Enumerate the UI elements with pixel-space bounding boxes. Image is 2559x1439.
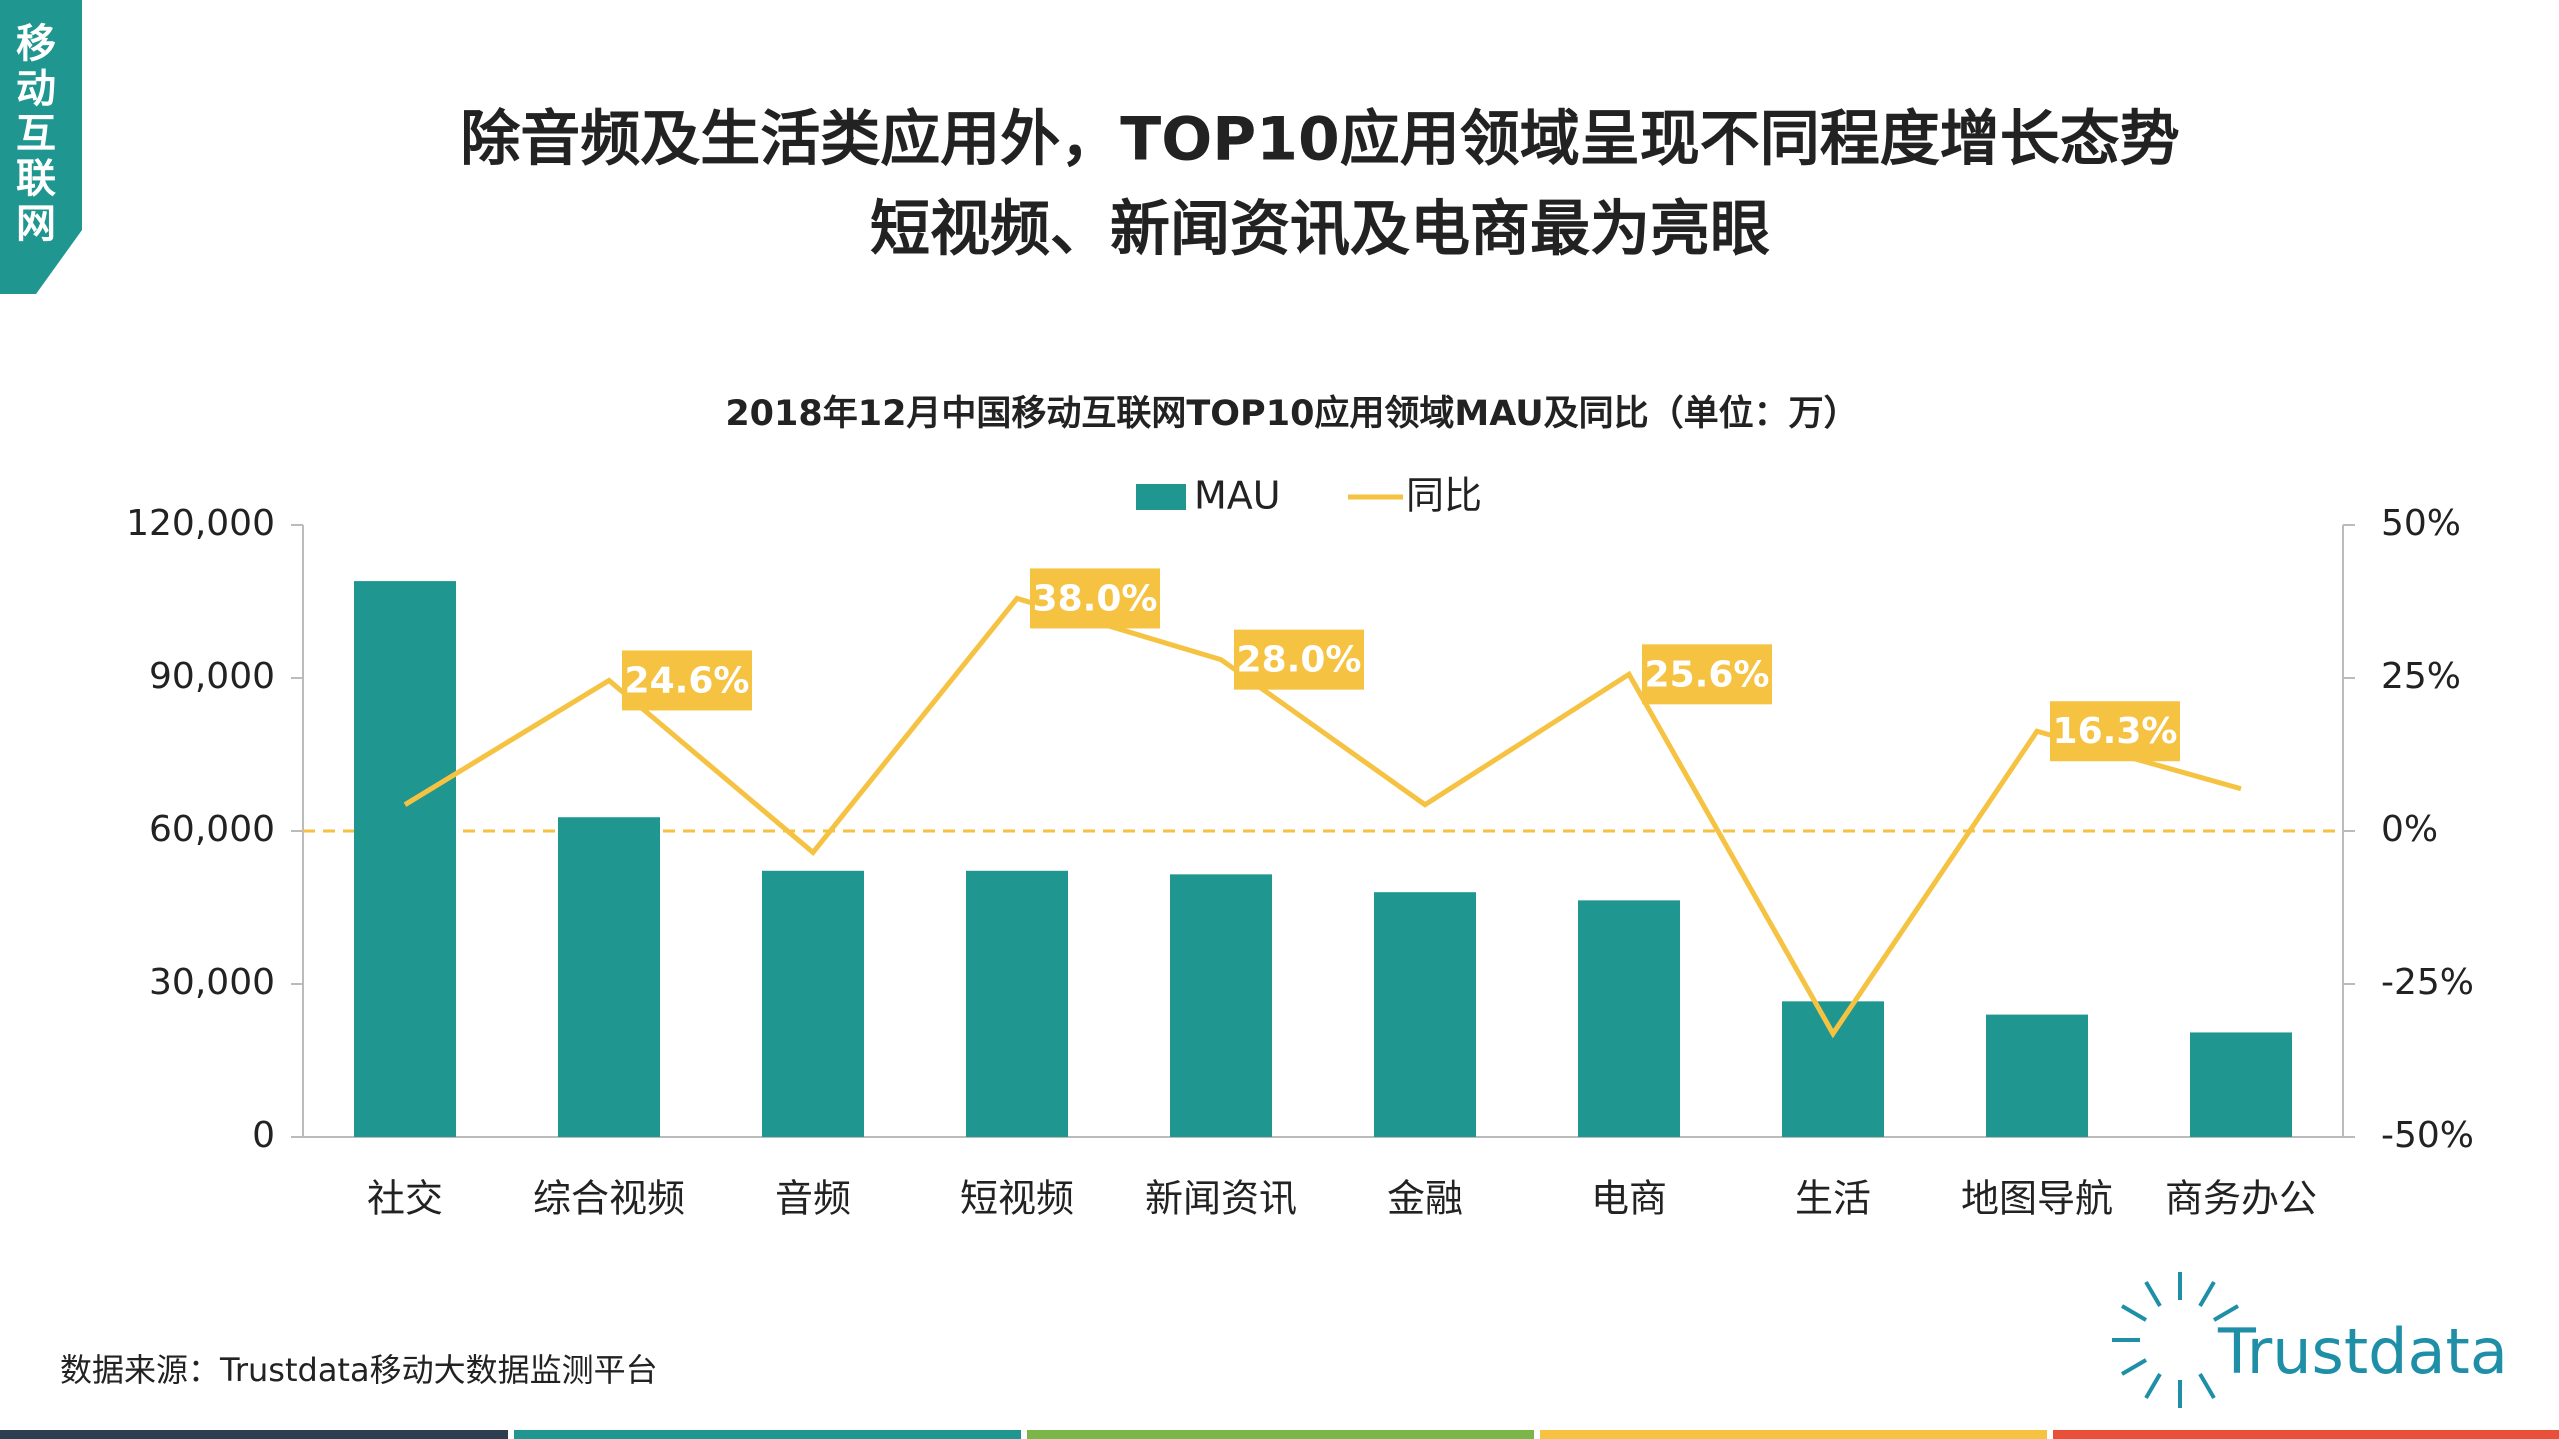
stripe [1540,1430,2047,1439]
y2-tick-label: 25% [2381,656,2461,697]
y-tick-label: 30,000 [149,962,275,1003]
stripe [514,1430,1021,1439]
y2-tick-label: -25% [2381,962,2474,1003]
legend-label: MAU [1194,474,1281,518]
bar [1374,892,1476,1137]
label-box [1642,644,1772,705]
x-tick-label: 社交 [367,1177,443,1221]
bar [762,870,864,1137]
bar [1782,1001,1884,1137]
tag: 移动互联网 [16,21,56,247]
title: 短视频、新闻资讯及电商最为亮眼 [870,195,1770,265]
stripe [1027,1430,1534,1439]
data-label: 38.0% [1033,578,1158,619]
data-label: 16.3% [2053,711,2178,752]
logo: Trustdata [2217,1315,2508,1388]
y2-tick-label: 50% [2381,503,2461,544]
bar [966,870,1068,1137]
label-box [1234,629,1364,690]
label-box [622,650,752,711]
y-tick-label: 60,000 [149,809,275,850]
bar [1986,1014,2088,1137]
y2-tick-label: -50% [2381,1115,2474,1156]
bar [354,581,456,1137]
bar [1170,874,1272,1137]
bar [2190,1032,2292,1137]
x-tick-label: 音频 [775,1177,851,1221]
source: 数据来源：Trustdata移动大数据监测平台 [60,1351,658,1389]
data-label: 28.0% [1237,640,1362,681]
title: 除音频及生活类应用外，TOP10应用领域呈现不同程度增长态势 [460,105,2179,175]
data-label: 24.6% [625,660,750,701]
x-tick-label: 综合视频 [533,1177,685,1221]
y2-tick-label: 0% [2381,809,2438,850]
x-tick-label: 金融 [1387,1177,1463,1221]
bar [558,817,660,1137]
tag-bg [0,0,82,294]
x-tick-label: 新闻资讯 [1145,1177,1297,1221]
x-tick-label: 商务办公 [2165,1177,2317,1221]
label-box [1030,568,1160,629]
legend-label: 同比 [1406,474,1482,518]
y-tick-label: 0 [252,1115,275,1156]
x-tick-label: 地图导航 [1961,1177,2113,1221]
y-tick-label: 90,000 [149,656,275,697]
stripe [0,1430,508,1439]
line [403,595,2242,1039]
x-tick-label: 生活 [1795,1177,1871,1221]
bar [1578,900,1680,1137]
y-tick-label: 120,000 [126,503,275,544]
logo-icon [2112,1272,2240,1408]
data-label: 25.6% [1645,654,1770,695]
label-box [2050,701,2180,762]
chart-title: 2018年12月中国移动互联网TOP10应用领域MAU及同比（单位：万） [725,393,1858,434]
legend-swatch [1136,484,1186,510]
stripe [2053,1430,2559,1439]
x-tick-label: 短视频 [960,1177,1074,1221]
x-tick-label: 电商 [1591,1177,1667,1221]
